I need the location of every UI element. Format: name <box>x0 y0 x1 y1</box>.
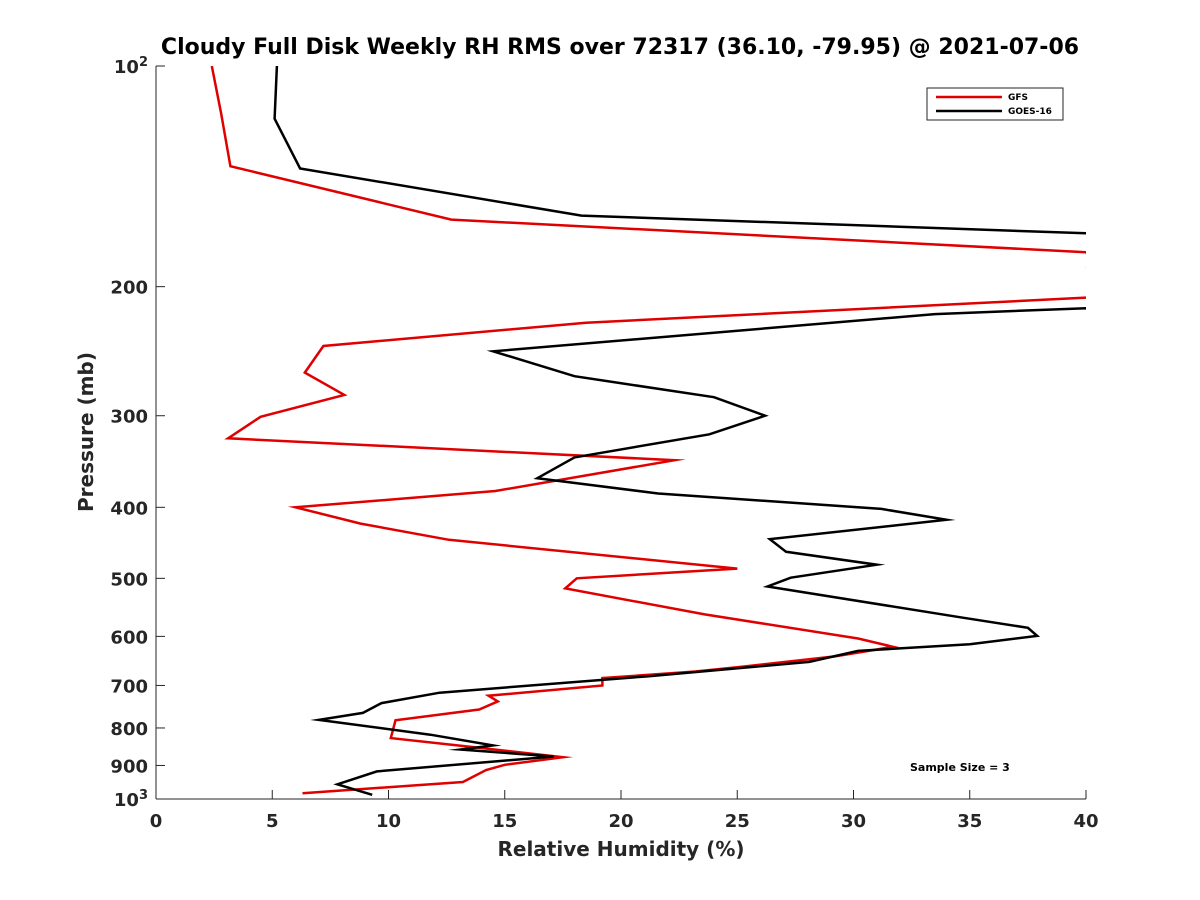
x-tick-label: 5 <box>266 811 279 832</box>
legend-label-gfs: GFS <box>1008 93 1028 103</box>
x-tick-label: 15 <box>492 811 517 832</box>
x-tick-label: 0 <box>150 811 163 832</box>
legend-box <box>926 87 1064 121</box>
y-tick-label: 400 <box>110 498 148 519</box>
x-tick-label: 25 <box>725 811 750 832</box>
y-tick-label: 900 <box>110 756 148 777</box>
y-tick-label: 200 <box>110 278 148 299</box>
series-line-gfs <box>210 66 1086 795</box>
series-layer <box>210 66 1086 796</box>
legend: GFS GOES-16 <box>926 87 1064 121</box>
y-axis-label: Pressure (mb) <box>74 352 98 512</box>
x-tick-label: 30 <box>841 811 866 832</box>
y-tick-label: 600 <box>110 627 148 648</box>
chart-title: Cloudy Full Disk Weekly RH RMS over 7231… <box>161 35 1079 60</box>
sample-size-annotation: Sample Size = 3 <box>910 761 1010 774</box>
y-tick-label: 500 <box>110 569 148 590</box>
x-tick-label: 35 <box>957 811 982 832</box>
x-axis-label: Relative Humidity (%) <box>497 837 744 861</box>
x-tick-label: 10 <box>376 811 401 832</box>
x-tick-label: 20 <box>608 811 633 832</box>
x-tick-label: 40 <box>1073 811 1098 832</box>
y-tick-label: 800 <box>110 719 148 740</box>
series-line-goes-16 <box>273 66 1086 796</box>
y-tick-label: 300 <box>110 407 148 428</box>
y-tick-label: 700 <box>110 676 148 697</box>
x-ticks: 0 5 10 15 20 25 30 35 40 <box>150 790 1099 832</box>
plot-area <box>156 66 1086 799</box>
legend-label-goes16: GOES-16 <box>1008 107 1052 117</box>
